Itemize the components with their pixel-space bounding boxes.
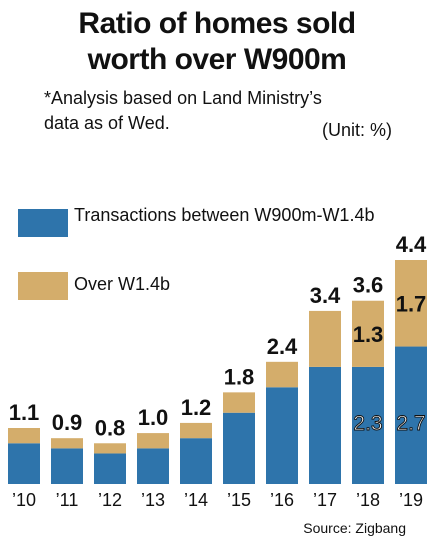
x-tick-label-7: ’17: [313, 490, 337, 510]
bar-upper-9: [395, 260, 427, 347]
total-label-7: 3.4: [310, 283, 341, 308]
segment-label-lower-0: 2.3: [353, 412, 382, 435]
bar-lower-8: [352, 366, 384, 484]
bar-lower-7: [309, 366, 341, 484]
bar-lower-4: [180, 438, 212, 484]
bar-lower-1: [51, 448, 83, 484]
bar-lower-6: [266, 387, 298, 484]
note-line-2: data as of Wed.: [44, 113, 170, 133]
bar-upper-7: [309, 310, 341, 367]
segment-label-lower-1: 2.7: [396, 412, 425, 435]
x-tick-label-6: ’16: [270, 490, 294, 510]
segment-label-upper-0: 1.3: [353, 322, 384, 347]
bar-upper-3: [137, 433, 169, 449]
bar-lower-9: [395, 346, 427, 484]
total-label-6: 2.4: [267, 334, 298, 359]
bar-lower-3: [137, 448, 169, 484]
legend-swatch-upper: [18, 272, 68, 300]
total-label-9: 4.4: [396, 232, 427, 257]
x-tick-label-5: ’15: [227, 490, 251, 510]
bar-upper-0: [8, 428, 40, 444]
x-tick-label-2: ’12: [98, 490, 122, 510]
legend-label-lower: Transactions between W900m-W1.4b: [74, 205, 375, 225]
bar-upper-8: [352, 300, 384, 367]
total-label-8: 3.6: [353, 273, 384, 298]
x-tick-label-9: ’19: [399, 490, 423, 510]
bar-upper-6: [266, 361, 298, 388]
x-tick-label-0: ’10: [12, 490, 36, 510]
total-label-5: 1.8: [224, 364, 255, 389]
legend-label-upper: Over W1.4b: [74, 274, 171, 294]
title-line-1: Ratio of homes sold: [78, 7, 356, 40]
segment-label-upper-1: 1.7: [396, 291, 427, 316]
source-label: Source: Zigbang: [303, 520, 406, 536]
total-label-2: 0.8: [95, 415, 126, 440]
x-tick-label-1: ’11: [56, 490, 79, 510]
bar-lower-0: [8, 443, 40, 484]
title-line-2: worth over W900m: [87, 43, 347, 76]
bar-upper-2: [94, 443, 126, 454]
x-tick-label-8: ’18: [356, 490, 380, 510]
total-label-1: 0.9: [52, 410, 83, 435]
analysis-note: *Analysis based on Land Ministry’s data …: [44, 86, 322, 136]
bar-lower-2: [94, 453, 126, 484]
bar-upper-1: [51, 438, 83, 449]
x-tick-label-3: ’13: [141, 490, 165, 510]
bar-lower-5: [223, 412, 255, 484]
chart-title: Ratio of homes sold worth over W900m: [0, 6, 434, 78]
total-label-3: 1.0: [138, 405, 169, 430]
total-label-0: 1.1: [9, 400, 40, 425]
note-line-1: *Analysis based on Land Ministry’s: [44, 88, 322, 108]
bar-upper-5: [223, 392, 255, 413]
unit-label: (Unit: %): [321, 120, 392, 140]
legend-swatch-lower: [18, 209, 68, 237]
total-label-4: 1.2: [181, 395, 212, 420]
x-tick-label-4: ’14: [184, 490, 208, 510]
bar-upper-4: [180, 422, 212, 439]
